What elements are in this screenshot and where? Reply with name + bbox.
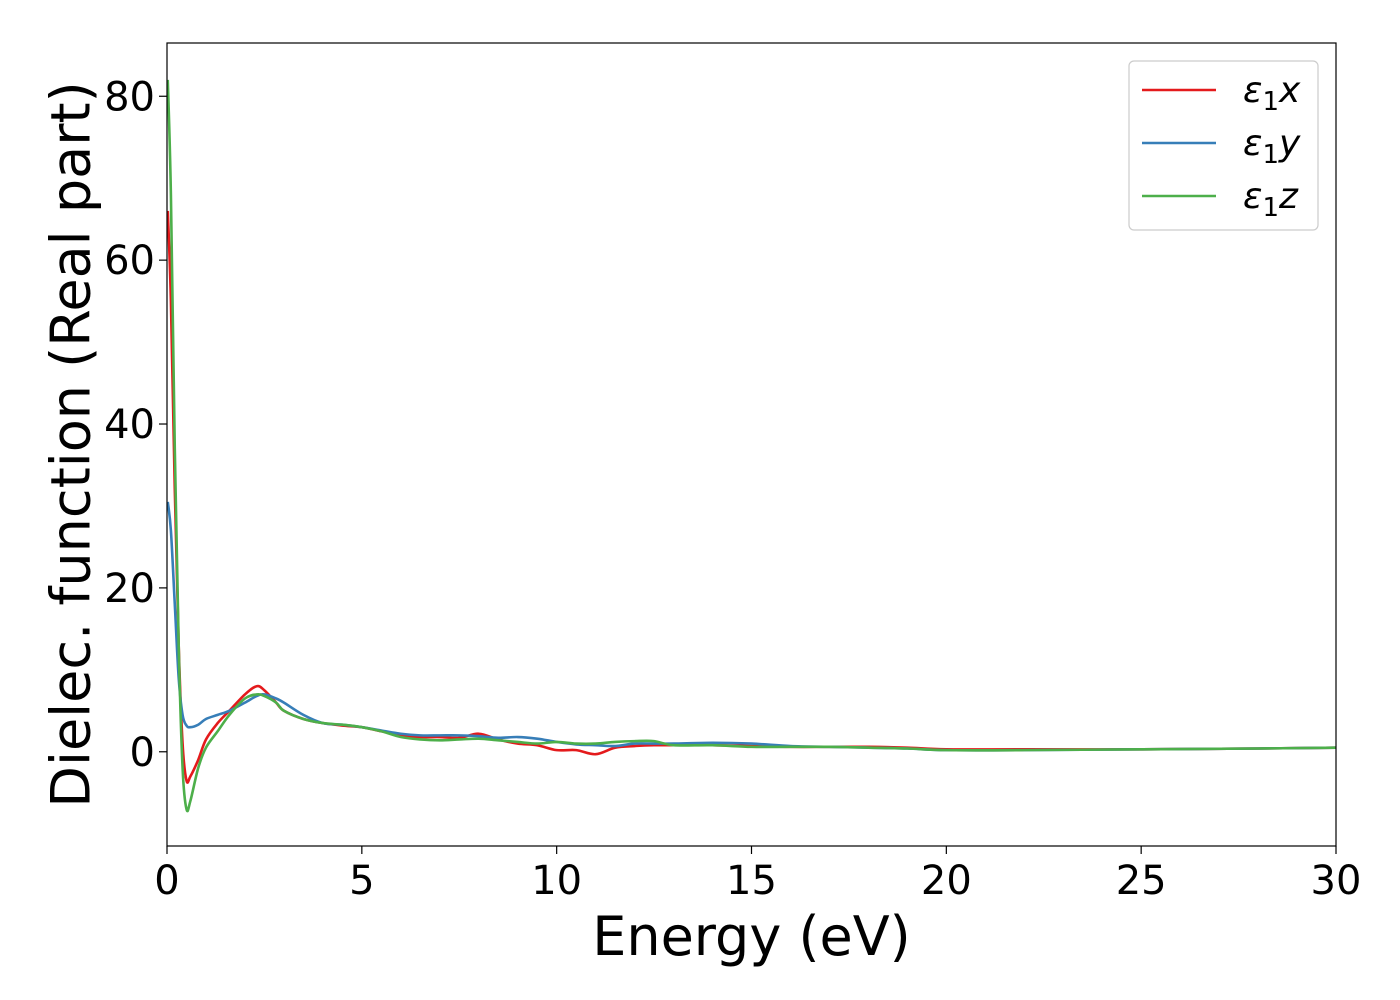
y-tick-label: 20 [104, 566, 155, 612]
x-tick-label: 5 [349, 858, 374, 904]
x-tick-label: 20 [921, 858, 972, 904]
y-tick-label: 40 [104, 402, 155, 448]
x-tick-label: 25 [1116, 858, 1167, 904]
legend-label: ε1y [1243, 123, 1301, 170]
y-axis-title: Dielec. function (Real part) [40, 81, 103, 807]
y-tick-label: 0 [130, 730, 155, 776]
x-axis-title: Energy (eV) [592, 905, 911, 968]
x-tick-label: 0 [154, 858, 179, 904]
y-tick-label: 80 [104, 74, 155, 120]
series-line-z [167, 79, 1336, 813]
legend-label: ε1x [1243, 70, 1301, 117]
x-axis: 0 5 10 15 20 25 30 [154, 846, 1361, 904]
x-tick-label: 10 [531, 858, 582, 904]
legend-label: ε1z [1243, 176, 1299, 223]
legend: ε1x ε1y ε1z [1128, 60, 1319, 231]
y-tick-label: 60 [104, 238, 155, 284]
legend-box [1128, 60, 1319, 231]
x-tick-label: 15 [726, 858, 777, 904]
y-axis: 0 20 40 60 80 [104, 74, 167, 776]
series-layer [167, 79, 1336, 813]
x-tick-label: 30 [1311, 858, 1362, 904]
